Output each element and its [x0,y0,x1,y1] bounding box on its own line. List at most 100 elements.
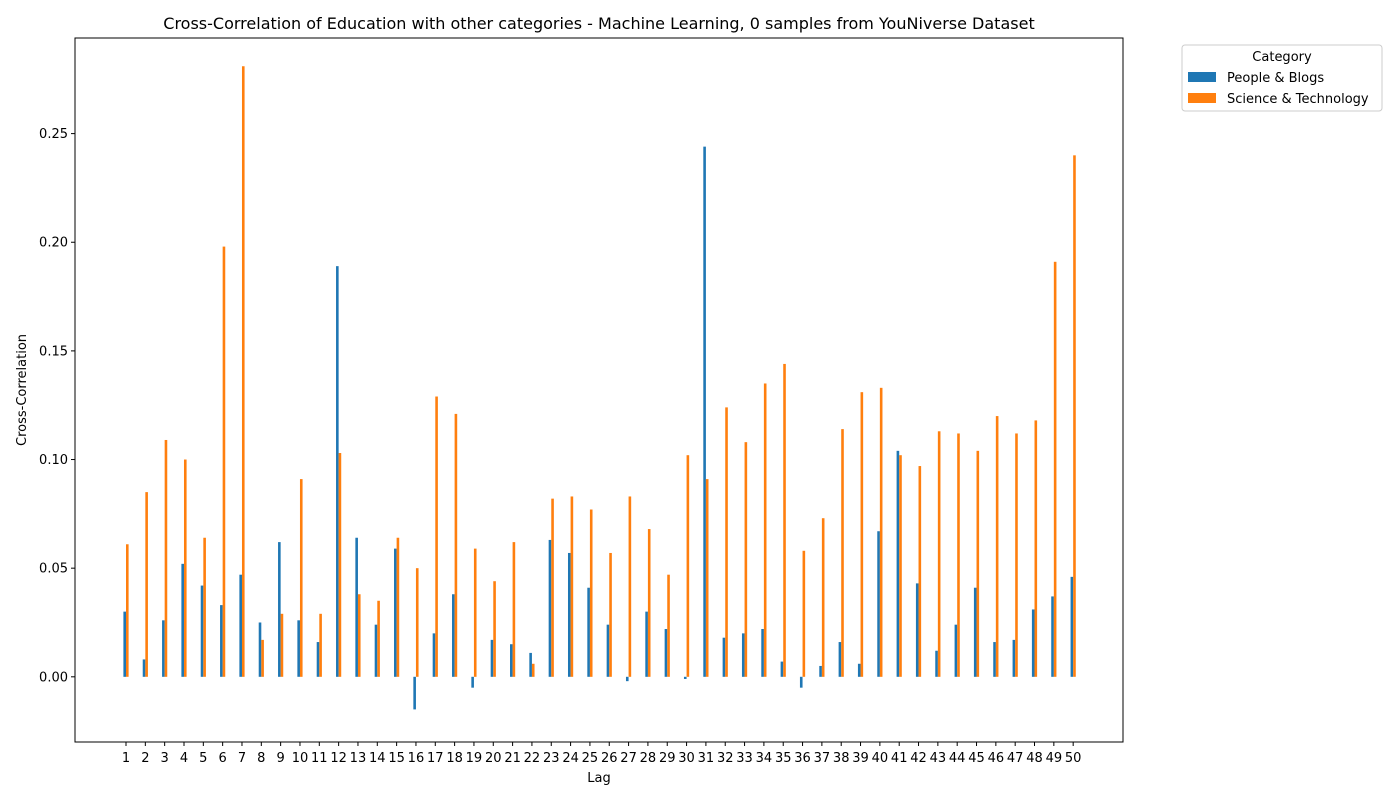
bar-science-technology-lag-2 [145,492,148,677]
x-tick-label: 1 [122,751,130,766]
bar-science-technology-lag-8 [261,639,264,677]
bar-science-technology-lag-31 [705,479,709,677]
bar-people-blogs-lag-47 [1012,639,1016,677]
bar-science-technology-lag-32 [725,407,728,677]
bar-people-blogs-lag-38 [838,642,842,677]
bar-science-technology-lag-4 [183,459,187,677]
bar-people-blogs-lag-33 [741,633,745,677]
bar-science-technology-lag-37 [821,518,825,677]
x-tick-label: 16 [408,751,425,766]
bar-science-technology-lag-22 [531,663,535,677]
bar-science-technology-lag-21 [512,542,516,677]
bar-science-technology-lag-44 [957,433,960,677]
x-tick-label: 49 [1046,751,1063,766]
bar-science-technology-lag-3 [164,439,168,677]
bar-science-technology-lag-27 [628,496,632,677]
bar-people-blogs-lag-35 [780,661,784,677]
bar-people-blogs-lag-30 [683,676,687,679]
bar-people-blogs-lag-18 [452,594,455,677]
bar-science-technology-lag-46 [995,416,999,677]
bar-people-blogs-lag-32 [722,637,726,677]
x-tick-label: 4 [180,751,188,766]
bar-science-technology-lag-42 [918,466,922,677]
x-tick-label: 32 [717,751,734,766]
x-tick-label: 2 [141,751,149,766]
y-tick-label: 0.20 [39,236,68,251]
bar-people-blogs-lag-16 [413,676,416,710]
bar-people-blogs-lag-15 [394,548,397,677]
bar-people-blogs-lag-12 [336,266,339,677]
bar-science-technology-lag-9 [280,613,284,677]
bar-people-blogs-lag-40 [877,531,880,677]
x-tick-label: 36 [794,751,811,766]
x-tick-label: 29 [659,751,676,766]
bar-people-blogs-lag-21 [510,644,513,677]
x-tick-label: 48 [1026,751,1043,766]
y-tick-label: 0.25 [39,127,68,142]
chart-title: Cross-Correlation of Education with othe… [163,14,1034,33]
bar-science-technology-lag-1 [126,544,129,677]
bar-science-technology-lag-11 [319,613,322,677]
x-tick-label: 7 [238,751,246,766]
bar-people-blogs-lag-37 [819,665,822,677]
x-tick-label: 47 [1007,751,1024,766]
x-axis-label: Lag [587,771,610,786]
bar-people-blogs-lag-6 [220,605,223,677]
y-tick-label: 0.00 [39,670,68,685]
bar-science-technology-lag-16 [415,568,419,677]
bar-science-technology-lag-12 [338,453,342,677]
bar-science-technology-lag-5 [203,537,206,677]
bar-people-blogs-lag-3 [162,620,165,677]
x-tick-label: 43 [930,751,947,766]
bar-people-blogs-lag-41 [896,450,900,677]
x-tick-label: 26 [601,751,618,766]
x-tick-label: 42 [910,751,927,766]
x-tick-label: 8 [257,751,265,766]
bar-science-technology-lag-39 [860,392,864,677]
bar-people-blogs-lag-23 [548,539,552,677]
legend: Category People & Blogs Science & Techno… [1181,44,1383,112]
x-tick-label: 17 [427,751,444,766]
bar-people-blogs-lag-2 [142,659,146,677]
bar-people-blogs-lag-17 [432,633,436,677]
plot-frame [74,37,1124,743]
x-tick-label: 35 [775,751,792,766]
bar-people-blogs-lag-46 [993,642,996,677]
legend-label-people-blogs: People & Blogs [1227,71,1324,86]
bar-science-technology-lag-13 [357,594,361,677]
x-tick-label: 11 [311,751,328,766]
x-tick-label: 37 [814,751,831,766]
x-tick-label: 15 [388,751,405,766]
x-tick-label: 20 [485,751,502,766]
bar-science-technology-lag-14 [377,600,380,677]
bar-science-technology-lag-17 [435,396,438,677]
bar-science-technology-lag-23 [551,498,554,677]
bar-science-technology-lag-41 [899,455,902,677]
bar-science-technology-lag-47 [1015,433,1018,677]
x-tick-label: 10 [292,751,309,766]
legend-label-science-technology: Science & Technology [1227,92,1369,107]
x-tick-label: 33 [736,751,753,766]
x-tick-label: 34 [756,751,773,766]
bar-science-technology-lag-6 [222,246,226,677]
bar-science-technology-lag-45 [976,450,980,677]
x-tick-label: 23 [543,751,560,766]
x-tick-label: 31 [698,751,715,766]
y-axis-label: Cross-Correlation [15,334,30,446]
bar-people-blogs-lag-9 [278,542,281,677]
bar-people-blogs-lag-28 [645,611,648,677]
x-tick-label: 25 [582,751,599,766]
x-tick-label: 6 [219,751,227,766]
bar-science-technology-lag-28 [647,529,651,677]
bar-people-blogs-lag-45 [973,587,977,677]
bar-people-blogs-lag-14 [374,624,378,677]
bar-people-blogs-lag-44 [954,624,958,677]
x-tick-label: 19 [466,751,483,766]
x-tick-label: 5 [199,751,207,766]
bar-science-technology-lag-36 [802,550,806,677]
bar-science-technology-lag-40 [879,387,883,677]
bar-people-blogs-lag-48 [1031,609,1035,677]
bar-people-blogs-lag-22 [529,652,532,677]
bar-people-blogs-lag-4 [181,563,184,677]
